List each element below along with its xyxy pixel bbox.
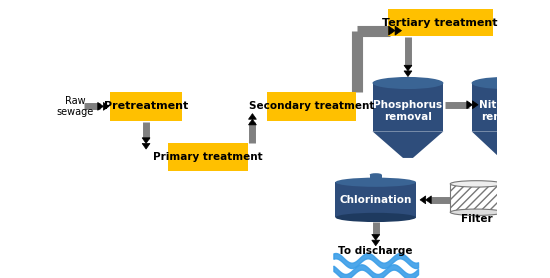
Polygon shape	[103, 102, 109, 110]
Ellipse shape	[471, 77, 538, 89]
Polygon shape	[249, 114, 256, 119]
Polygon shape	[420, 196, 426, 204]
Ellipse shape	[370, 173, 382, 176]
Text: Raw
sewage: Raw sewage	[57, 96, 94, 117]
FancyBboxPatch shape	[168, 143, 249, 171]
Text: Nitrogen
removal: Nitrogen removal	[479, 100, 531, 122]
Polygon shape	[404, 65, 412, 71]
Polygon shape	[404, 71, 412, 76]
Polygon shape	[372, 240, 379, 246]
Polygon shape	[471, 131, 538, 158]
Text: Filter: Filter	[461, 214, 492, 224]
FancyBboxPatch shape	[336, 182, 416, 217]
Polygon shape	[426, 196, 431, 204]
Text: Tertiary treatment: Tertiary treatment	[382, 18, 498, 28]
Polygon shape	[98, 102, 103, 110]
Text: Pretreatment: Pretreatment	[104, 101, 188, 111]
Ellipse shape	[372, 77, 443, 89]
Polygon shape	[472, 101, 478, 109]
Polygon shape	[395, 26, 402, 35]
Ellipse shape	[336, 178, 416, 187]
Polygon shape	[467, 101, 472, 109]
Polygon shape	[500, 177, 509, 182]
Polygon shape	[142, 143, 150, 149]
Text: Phosphorus
removal: Phosphorus removal	[373, 100, 443, 122]
Polygon shape	[500, 182, 509, 188]
Text: Secondary treatment: Secondary treatment	[249, 101, 374, 111]
Polygon shape	[372, 234, 379, 240]
FancyBboxPatch shape	[110, 92, 183, 121]
FancyBboxPatch shape	[450, 184, 503, 212]
Text: Primary treatment: Primary treatment	[153, 152, 263, 162]
Ellipse shape	[450, 181, 503, 187]
Polygon shape	[142, 138, 150, 143]
FancyBboxPatch shape	[267, 92, 356, 121]
FancyBboxPatch shape	[372, 83, 443, 131]
FancyBboxPatch shape	[388, 9, 493, 36]
Polygon shape	[249, 119, 256, 125]
Polygon shape	[389, 26, 395, 35]
Ellipse shape	[336, 213, 416, 222]
FancyBboxPatch shape	[370, 175, 382, 182]
FancyBboxPatch shape	[471, 83, 538, 131]
Text: To discharge: To discharge	[338, 246, 413, 256]
Ellipse shape	[450, 209, 503, 215]
Text: Chlorination: Chlorination	[339, 195, 412, 205]
Polygon shape	[372, 131, 443, 158]
